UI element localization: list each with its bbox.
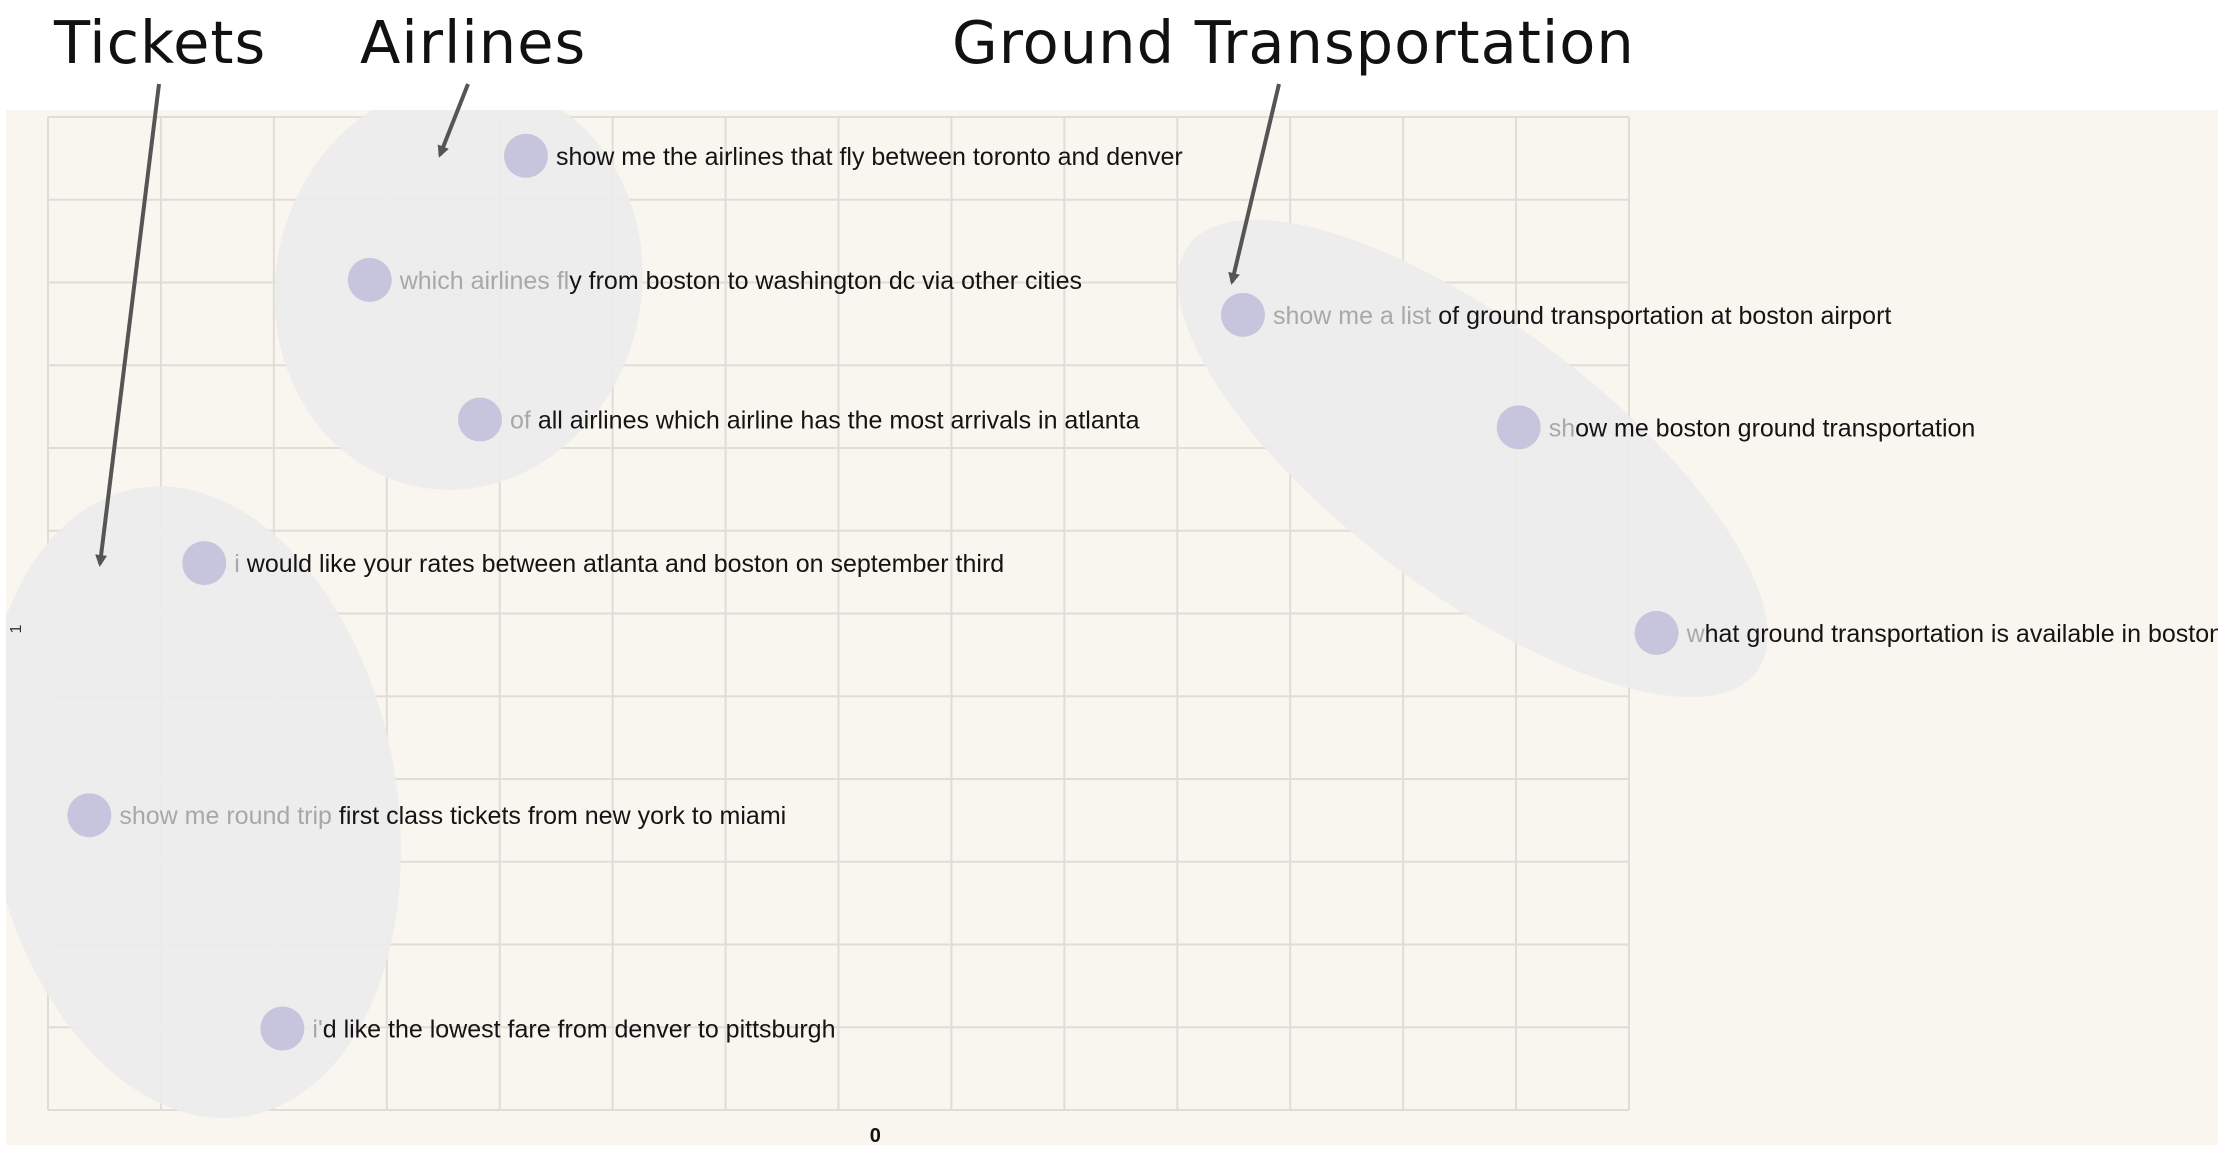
point-label-text: hat ground transportation is available i… xyxy=(1705,620,2218,648)
data-point xyxy=(1220,292,1265,337)
point-label-faded-part: which airlines fl xyxy=(399,267,570,295)
annotation-airlines: Airlines xyxy=(360,8,587,77)
points: show me the airlines that fly between to… xyxy=(67,133,2218,1051)
x-tick-label: 0 xyxy=(870,1125,881,1145)
data-point xyxy=(503,133,548,178)
point-label-text: y from boston to washington dc via other… xyxy=(569,267,1082,295)
point-label: show me round trip first class tickets f… xyxy=(119,802,786,830)
annotation-tickets: Tickets xyxy=(54,8,267,77)
point-label-text: all airlines which airline has the most … xyxy=(531,407,1140,435)
point-label: of all airlines which airline has the mo… xyxy=(510,407,1140,435)
point-label: show me boston ground transportation xyxy=(1549,414,1976,442)
point-label-faded-part: i' xyxy=(312,1016,322,1044)
point-label: i'd like the lowest fare from denver to … xyxy=(312,1016,835,1044)
point-label-text: would like your rates between atlanta an… xyxy=(240,550,1004,578)
data-point xyxy=(67,793,112,838)
point-label: what ground transportation is available … xyxy=(1686,620,2218,648)
point-label: i would like your rates between atlanta … xyxy=(234,550,1004,578)
plot-panel: show me the airlines that fly between to… xyxy=(6,110,2218,1145)
scatter-chart: show me the airlines that fly between to… xyxy=(6,110,2218,1145)
cluster-ellipses xyxy=(6,110,1768,1119)
point-label-text: show me the airlines that fly between to… xyxy=(556,143,1183,171)
point-label-text: ow me boston ground transportation xyxy=(1575,414,1975,442)
data-point xyxy=(347,257,392,302)
data-point xyxy=(260,1006,305,1051)
point-label-text: of ground transportation at boston airpo… xyxy=(1431,302,1891,330)
data-point xyxy=(1496,405,1541,450)
point-label: show me the airlines that fly between to… xyxy=(556,143,1183,171)
point-label-text: d like the lowest fare from denver to pi… xyxy=(323,1016,836,1044)
data-point xyxy=(458,397,503,442)
y-tick-label: 1 xyxy=(8,624,25,633)
point-label-faded-part: sh xyxy=(1549,414,1575,442)
point-label-faded-part: w xyxy=(1686,620,1706,648)
data-point xyxy=(1634,610,1679,655)
point-label-text: first class tickets from new york to mia… xyxy=(332,802,786,830)
cluster-ellipse xyxy=(6,486,401,1119)
point-label: which airlines fly from boston to washin… xyxy=(399,267,1082,295)
point-label-faded-part: i xyxy=(234,550,240,578)
point-label-faded-part: of xyxy=(510,407,531,435)
axis-ticks: 01 xyxy=(8,624,881,1145)
annotation-ground-transportation: Ground Transportation xyxy=(952,8,1635,77)
point-label-faded-part: show me a list xyxy=(1273,302,1431,330)
cluster-ellipse xyxy=(274,110,643,490)
data-point xyxy=(182,541,227,586)
cluster-ellipse xyxy=(1177,219,1768,697)
point-label-faded-part: show me round trip xyxy=(119,802,332,830)
point-label: show me a list of ground transportation … xyxy=(1273,302,1891,330)
